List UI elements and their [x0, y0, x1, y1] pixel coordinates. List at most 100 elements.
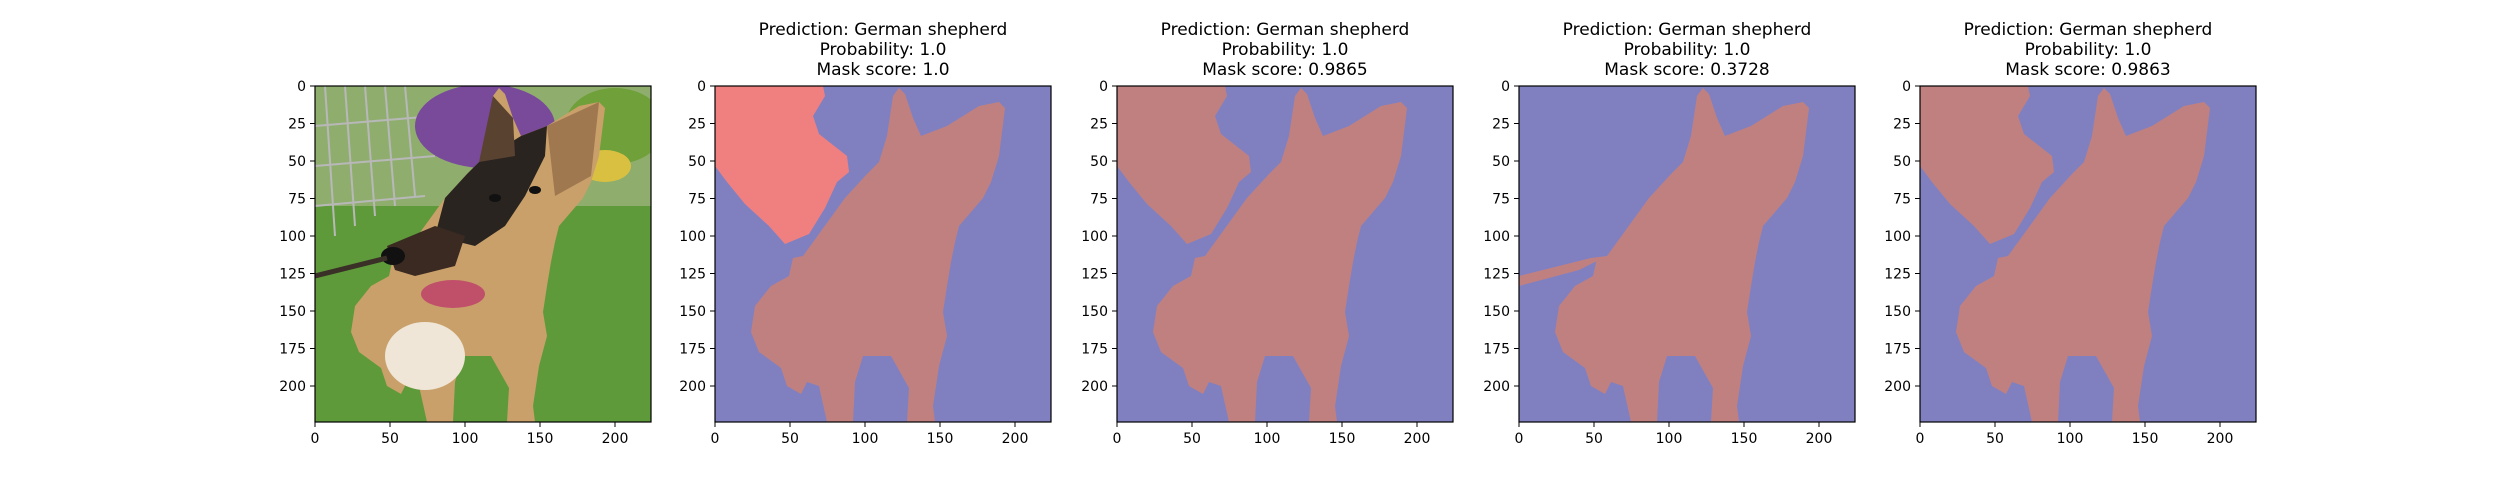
y-tick-label: 100 [679, 229, 706, 245]
y-tick-label: 150 [679, 304, 706, 320]
y-tick-label: 0 [697, 79, 706, 95]
x-tick-label: 100 [1254, 431, 1281, 447]
x-tick-label: 150 [1329, 431, 1356, 447]
leash [315, 255, 388, 279]
y-tick-label: 125 [279, 267, 306, 283]
x-tick-label: 200 [602, 431, 629, 447]
y-tick-label: 100 [1081, 229, 1108, 245]
x-tick-label: 50 [1183, 431, 1201, 447]
y-tick-label: 100 [1884, 229, 1911, 245]
panel-4-title-line-3: Mask score: 0.9863 [2005, 60, 2170, 80]
y-tick-label: 50 [288, 154, 306, 170]
y-tick-label: 25 [688, 117, 706, 133]
y-tick-label: 125 [679, 267, 706, 283]
dog-ear-left [479, 96, 515, 162]
y-tick-label: 50 [1893, 154, 1911, 170]
x-tick-label: 150 [527, 431, 554, 447]
x-tick-label: 50 [1585, 431, 1603, 447]
y-tick-label: 200 [1884, 379, 1911, 395]
panel-3-title-line-1: Prediction: German shepherd [1563, 20, 1812, 40]
x-tick-label: 0 [711, 431, 720, 447]
panel-2-title-line-2: Probability: 1.0 [1222, 40, 1349, 60]
y-tick-label: 50 [1492, 154, 1510, 170]
y-tick-label: 100 [279, 229, 306, 245]
dog-nose [381, 247, 405, 265]
x-tick-label: 200 [1404, 431, 1431, 447]
x-tick-label: 200 [1806, 431, 1833, 447]
x-tick-label: 0 [311, 431, 320, 447]
y-tick-label: 0 [1501, 79, 1510, 95]
axes-panel-0: 0 50 100 150 200 0 25 50 75 100 125 150 175 200 [279, 79, 652, 447]
y-tick-label: 25 [1090, 117, 1108, 133]
axes-frame [314, 85, 652, 423]
y-tick-label: 200 [279, 379, 306, 395]
x-tick-label: 200 [2207, 431, 2234, 447]
y-tick-label: 0 [297, 79, 306, 95]
y-tick-label: 125 [1884, 267, 1911, 283]
panel-4-title-line-1: Prediction: German shepherd [1964, 20, 2213, 40]
panel-mask-1 [715, 86, 1051, 422]
panel-2-title-line-1: Prediction: German shepherd [1161, 20, 1410, 40]
axes-frame [714, 85, 1052, 423]
y-tick-label: 150 [1483, 304, 1510, 320]
y-tick-label: 175 [1081, 342, 1108, 358]
y-tick-label: 175 [1884, 342, 1911, 358]
y-tick-label: 175 [679, 342, 706, 358]
y-tick-label: 125 [1081, 267, 1108, 283]
panel-mask-4 [1920, 86, 2256, 422]
panel-3-title-line-3: Mask score: 0.3728 [1604, 60, 1769, 80]
x-tick-label: 0 [1916, 431, 1925, 447]
axes-frame [1116, 85, 1454, 423]
y-tick-label: 200 [1483, 379, 1510, 395]
y-tick-label: 75 [688, 192, 706, 208]
dog-black-saddle [435, 126, 547, 246]
axes-panel-4: 0 50 100 150 200 0 25 50 75 100 125 150 175 200 [1884, 79, 2257, 447]
axes-panel-1: 0 50 100 150 200 0 25 50 75 100 125 150 175 200 [679, 79, 1052, 447]
x-tick-label: 150 [927, 431, 954, 447]
dog-snout [387, 226, 465, 276]
x-tick-label: 150 [2132, 431, 2159, 447]
dog-chest [385, 322, 465, 390]
x-tick-label: 0 [1113, 431, 1122, 447]
panel-2-title-line-3: Mask score: 0.9865 [1202, 60, 1367, 80]
y-tick-label: 100 [1483, 229, 1510, 245]
panel-mask-3 [1519, 86, 1855, 422]
panel-1-title-line-1: Prediction: German shepherd [759, 20, 1008, 40]
panel-photo [315, 86, 651, 422]
panel-titles: Prediction: German shepherd Probability:… [759, 20, 2213, 80]
panel-1-title-line-3: Mask score: 1.0 [816, 60, 949, 80]
panel-4-title-line-2: Probability: 1.0 [2025, 40, 2152, 60]
y-tick-label: 25 [1492, 117, 1510, 133]
y-tick-label: 75 [288, 192, 306, 208]
panel-1-title-line-2: Probability: 1.0 [820, 40, 947, 60]
y-tick-label: 150 [279, 304, 306, 320]
y-tick-label: 0 [1099, 79, 1108, 95]
dog-tongue [421, 280, 485, 308]
x-tick-label: 50 [381, 431, 399, 447]
y-tick-label: 50 [688, 154, 706, 170]
y-tick-label: 125 [1483, 267, 1510, 283]
y-tick-label: 25 [288, 117, 306, 133]
dog-eye-right [529, 186, 541, 194]
fence-wires [315, 86, 436, 237]
y-tick-label: 75 [1090, 192, 1108, 208]
x-tick-label: 50 [1986, 431, 2004, 447]
axes-layer: 0 50 100 150 200 0 25 50 75 100 125 150 175 200 0 50 100… [279, 79, 2257, 447]
y-tick-label: 25 [1893, 117, 1911, 133]
dog-eye-left [489, 194, 501, 202]
dog-ear-right [547, 102, 599, 196]
axes-panel-2: 0 50 100 150 200 0 25 50 75 100 125 150 175 200 [1081, 79, 1454, 447]
x-tick-label: 100 [852, 431, 879, 447]
x-tick-label: 100 [452, 431, 479, 447]
y-tick-label: 175 [279, 342, 306, 358]
x-tick-label: 150 [1731, 431, 1758, 447]
y-tick-label: 175 [1483, 342, 1510, 358]
x-tick-label: 100 [1656, 431, 1683, 447]
y-tick-label: 75 [1492, 192, 1510, 208]
panel-mask-2 [1117, 86, 1453, 422]
y-tick-label: 75 [1893, 192, 1911, 208]
axes-frame [1919, 85, 2257, 423]
x-tick-label: 200 [1002, 431, 1029, 447]
x-tick-label: 50 [781, 431, 799, 447]
